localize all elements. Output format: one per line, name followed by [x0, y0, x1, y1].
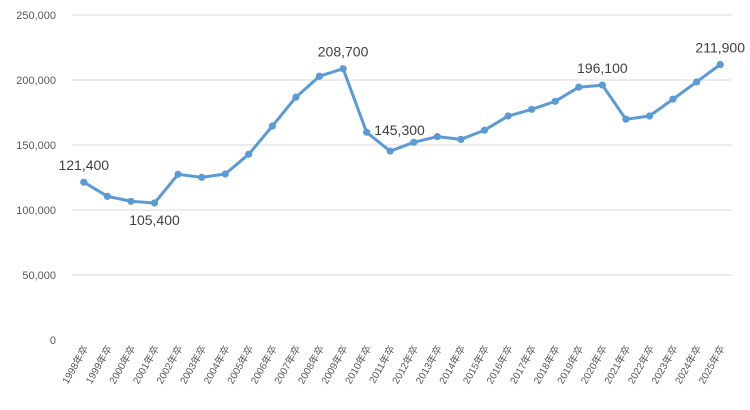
data-points: [80, 60, 724, 207]
data-point: [198, 173, 206, 181]
data-point: [693, 78, 701, 86]
data-label: 211,900: [695, 40, 745, 56]
data-point: [575, 83, 583, 91]
series-line-layer: [82, 63, 722, 205]
data-point: [245, 150, 253, 158]
data-point: [103, 192, 111, 200]
data-point: [716, 60, 724, 69]
data-point: [551, 97, 559, 105]
data-label: 145,300: [374, 122, 425, 138]
y-tick-label: 250,000: [16, 10, 56, 22]
data-label: 105,400: [129, 212, 180, 228]
data-point: [339, 65, 347, 73]
data-point: [528, 105, 536, 113]
data-point: [150, 199, 159, 207]
data-point: [315, 72, 324, 80]
data-point: [504, 112, 512, 120]
y-tick-label: 150,000: [16, 140, 56, 152]
data-point: [127, 197, 135, 205]
y-axis-tick-labels: 0 50,000 100,000 150,000 200,000 250,000: [16, 10, 56, 347]
y-tick-label: 0: [50, 335, 56, 347]
y-tick-label: 200,000: [16, 75, 56, 87]
data-point: [598, 81, 606, 89]
data-point: [80, 178, 88, 186]
data-point: [410, 138, 418, 146]
gridlines: [72, 14, 732, 276]
data-point: [363, 128, 371, 136]
data-point: [480, 126, 489, 134]
y-tick-label: 100,000: [16, 205, 56, 217]
data-label: 121,400: [58, 157, 109, 173]
x-axis-tick-labels: 1998年卒1999年卒2000年卒2001年卒2002年卒2003年卒2004…: [59, 343, 728, 386]
series-line: [82, 63, 722, 205]
y-tick-label: 50,000: [22, 270, 56, 282]
data-point: [292, 93, 300, 101]
data-label: 196,100: [577, 60, 628, 76]
data-labels: 121,400 105,400 208,700 145,300 196,100 211,9…: [58, 40, 745, 228]
data-point: [457, 135, 465, 144]
data-label: 208,700: [318, 44, 369, 60]
data-point: [221, 170, 229, 178]
data-point: [386, 147, 394, 155]
data-point: [433, 132, 441, 141]
data-point: [622, 115, 630, 123]
data-point: [174, 170, 182, 178]
data-point: [669, 95, 677, 103]
data-point: [268, 122, 276, 130]
data-point: [645, 112, 654, 120]
